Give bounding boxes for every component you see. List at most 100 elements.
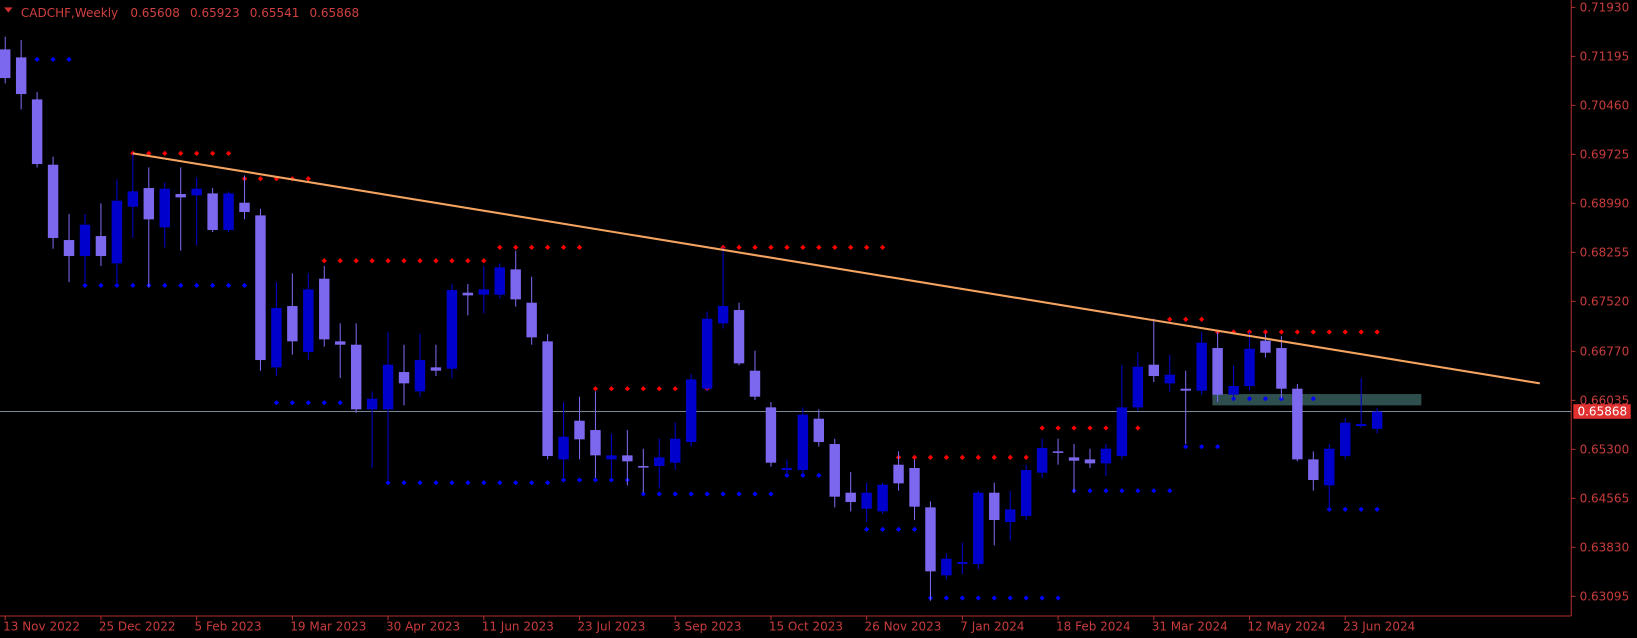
support-dot [1246,396,1253,402]
resistance-dot [1183,316,1189,322]
support-dot [194,282,200,288]
candle-body [813,418,825,443]
candle-body [606,455,617,460]
support-dot [895,526,902,532]
candle-body [1212,348,1223,395]
resistance-dot [784,244,790,250]
candle-body [398,372,410,384]
resistance-dot [1326,329,1332,335]
y-tick-label: 0.64565 [1580,492,1630,506]
support-dot [209,282,216,288]
x-tick-label: 23 Jul 2023 [577,620,645,634]
x-tick-label: 11 Jun 2023 [482,620,554,634]
y-tick-label: 0.65300 [1580,443,1630,457]
resistance-dot [848,244,854,250]
trendline [132,152,1541,385]
support-dot [321,400,327,406]
candle-body [1164,374,1175,384]
support-dot [1374,506,1380,512]
x-tick-label: 15 Oct 2023 [769,620,843,634]
x-tick-label: 13 Nov 2022 [3,620,80,634]
y-tick-label: 0.68255 [1580,246,1630,260]
symbol-title: CADCHF,Weekly [21,6,118,20]
candle-body [366,398,378,410]
candle-body [973,492,984,565]
resistance-dot [321,258,327,264]
x-tick-label: 25 Dec 2022 [99,620,176,634]
y-tick-label: 0.68990 [1580,197,1630,211]
resistance-dot [1310,329,1316,335]
resistance-dot [752,244,758,250]
resistance-dot [209,150,216,156]
resistance-dot [640,386,646,392]
resistance-dot [624,386,630,392]
candle-body [829,444,840,497]
candle-body [1308,459,1319,481]
candle-body [1324,448,1335,486]
candle-body [223,193,234,231]
candle-body [1292,388,1303,460]
resistance-dot [194,150,200,156]
candle-body [1371,411,1383,429]
support-dot [34,56,40,62]
y-tick-label: 0.71930 [1580,1,1630,15]
candle-body [1228,386,1239,395]
y-tick-label: 0.66770 [1580,345,1630,359]
resistance-dot [576,244,583,250]
candle-body [63,240,75,257]
support-dot [752,491,758,497]
candle-body [271,308,282,368]
support-dot [688,491,694,497]
candle-body [478,289,490,295]
support-dot [640,491,646,497]
candle-body [717,306,729,324]
resistance-dot [1262,329,1269,335]
candle-body [925,507,936,572]
candle-body [590,430,601,456]
resistance-dot [1358,329,1364,335]
collapse-arrow[interactable] [4,7,13,13]
support-dot [1183,444,1189,450]
support-dot [1342,506,1348,512]
candle-body [1020,470,1032,517]
candle-body [1100,448,1112,464]
candle-body [127,191,139,207]
candle-body [1084,459,1096,464]
support-dot [1199,444,1205,450]
x-tick-label: 3 Sep 2023 [673,620,741,634]
candle-body [1260,340,1271,353]
candle-body [670,438,681,463]
resistance-dot [385,258,391,264]
resistance-dot [736,244,742,250]
candle-body [414,360,426,392]
resistance-dot [864,244,870,250]
support-dot [225,282,232,288]
candle-body [446,290,458,369]
candle-body [877,484,888,512]
resistance-dot [401,258,407,264]
support-dot [864,526,870,532]
y-tick-label: 0.66035 [1580,394,1630,408]
candle-body [781,468,793,471]
candle-body [909,468,920,507]
chart-header: CADCHF,Weekly 0.65608 0.65923 0.65541 0.… [21,6,359,20]
support-dot [82,282,88,288]
candle-body [638,466,649,468]
resistance-dot [959,454,965,460]
candle-body [430,367,442,371]
resistance-dot [800,244,806,250]
candle-body [494,267,505,295]
candle-body [733,310,745,364]
candle-body [685,379,697,443]
resistance-dot [1278,329,1285,335]
candle-body [95,236,107,257]
header-low: 0.65541 [250,6,300,20]
resistance-dot [832,244,838,250]
y-tick-label: 0.71195 [1580,50,1630,64]
resistance-dot [257,176,264,182]
support-dot [337,400,343,406]
candle-body [191,188,202,196]
header-close: 0.65868 [309,6,359,20]
candle-body [749,370,761,397]
